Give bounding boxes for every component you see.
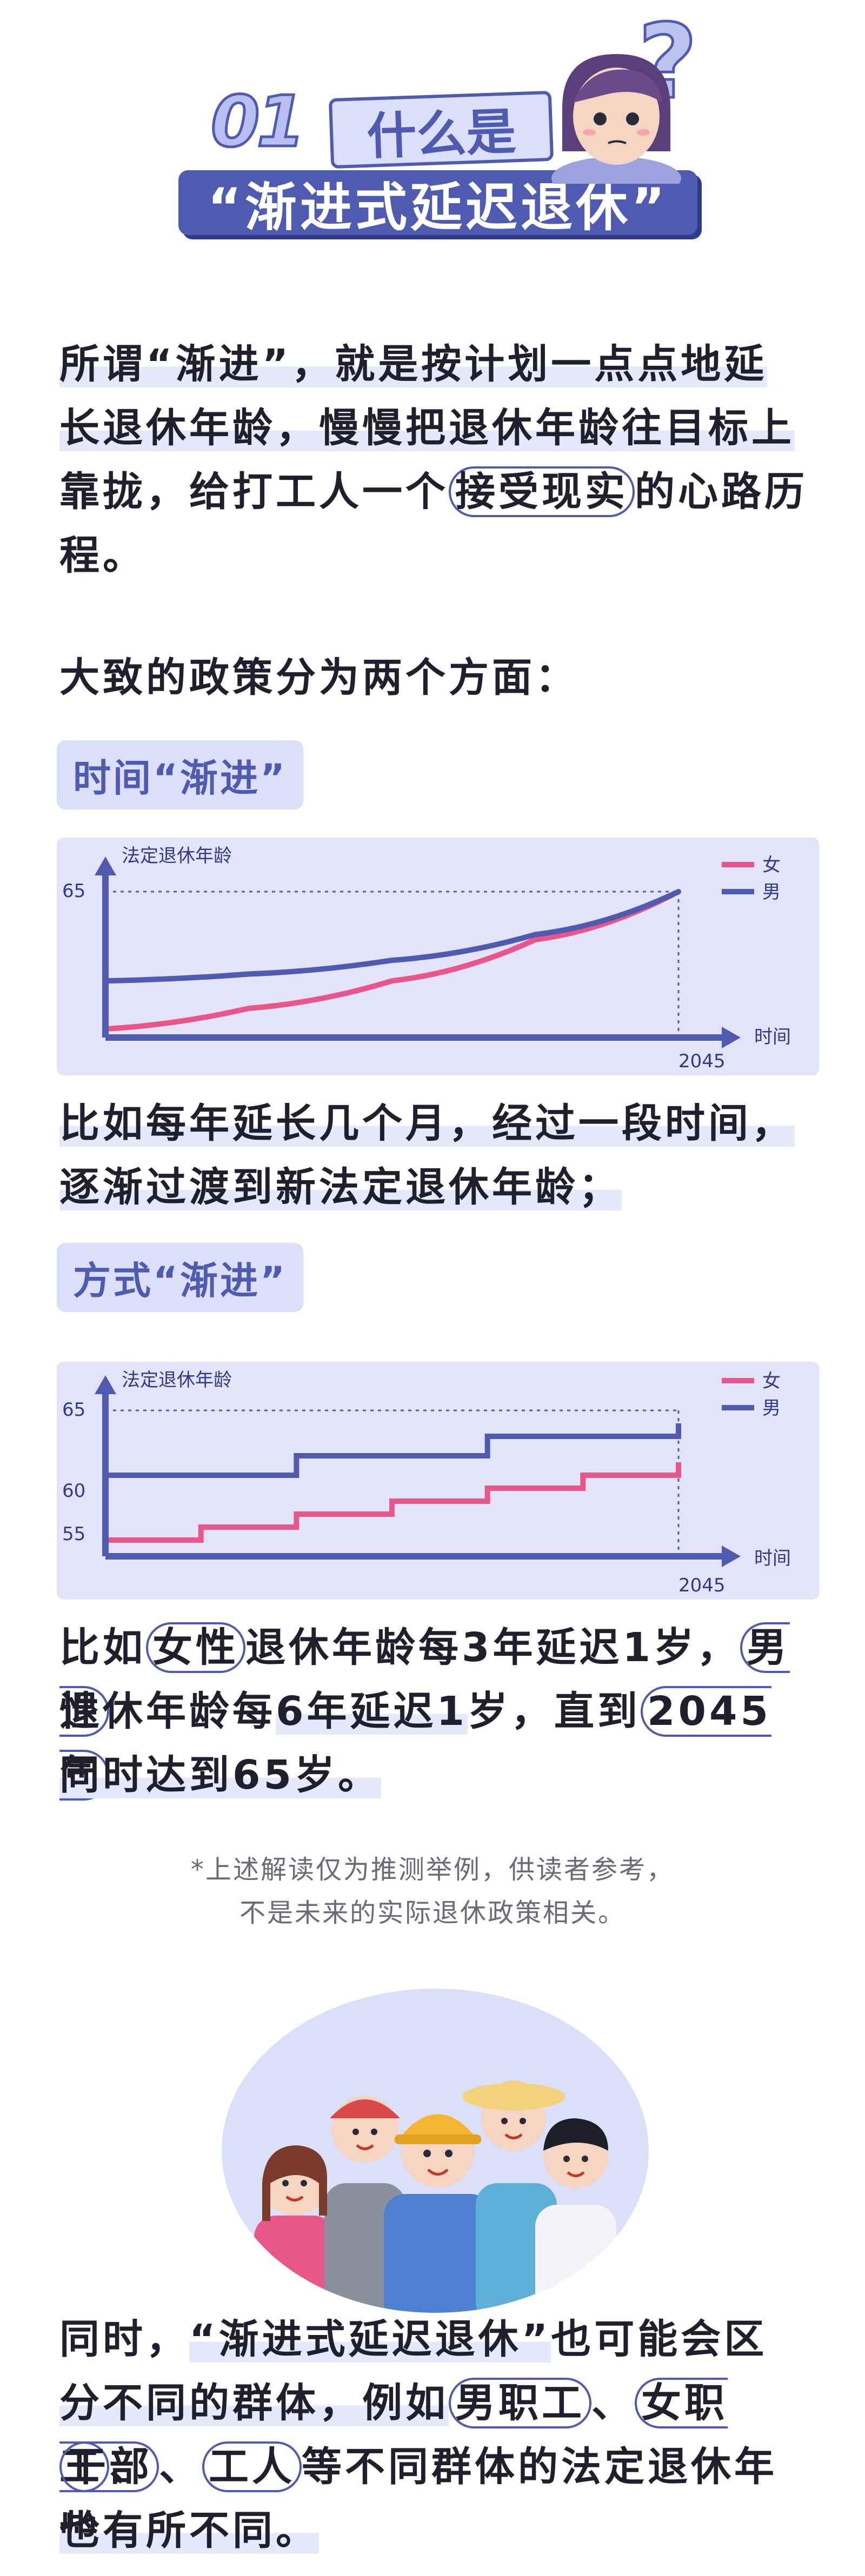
closing-1b: 也可能会区 [551, 2316, 768, 2363]
hl-gradual-delay: “渐进式延迟退休” [189, 2316, 551, 2363]
intro-text-4: 程。 [59, 532, 146, 579]
chart1-x-arrow [722, 1027, 741, 1048]
closing-3-sep: 、 [159, 2444, 202, 2490]
method-desc-2a: 退休年龄每 [59, 1688, 276, 1735]
intro-line-1: 所谓“渐进”，就是按计划一点点地延 [59, 332, 816, 396]
closing-2a: 分不同的群体，例如 [59, 2380, 449, 2426]
chart2-ytick-60: 60 [62, 1480, 85, 1502]
chart2-ytick-55: 55 [62, 1523, 85, 1545]
policy-intro: 大致的政策分为两个方面： [59, 654, 578, 701]
chart2-series-male [105, 1423, 681, 1478]
intro-text-2: 长退休年龄，慢慢把退休年龄往目标上 [59, 405, 795, 451]
legend2-female-label: 女 [762, 1370, 781, 1392]
method-desc-line-2: 退休年龄每6年延迟1岁，直到2045年 [59, 1680, 816, 1807]
chart-time-gradual: 法定退休年龄 65 2045 时间 女 男 [57, 838, 819, 1075]
time-desc-1: 比如每年延长几个月，经过一段时间， [59, 1100, 795, 1147]
circled-workers: 工人 [202, 2441, 302, 2492]
chart-time-svg: 法定退休年龄 65 2045 时间 女 男 [62, 845, 791, 1072]
closing-3b: 等不同群体的法定退休年龄 [59, 2444, 777, 2554]
chart2-y-arrow [95, 1375, 116, 1394]
closing-2-sep: 、 [591, 2380, 635, 2426]
circled-female-workers: 女职工 [59, 2378, 728, 2492]
tag-time-gradual: 时间“渐进” [57, 740, 304, 809]
time-desc-line-1: 比如每年延长几个月，经过一段时间， [59, 1092, 816, 1155]
hl-6-years: 6年延迟1 [276, 1688, 468, 1735]
chart2-xlabel: 时间 [754, 1548, 791, 1569]
intro-line-3: 靠拢，给打工人一个 接受现实 的心路历 [59, 460, 816, 524]
legend2-male-label: 男 [762, 1397, 781, 1419]
circled-cadres: 干部 [59, 2441, 159, 2492]
closing-2-end: 、 [109, 2444, 152, 2490]
closing-1a: 同时， [59, 2316, 189, 2363]
disclaimer-line-2: 不是未来的实际退休政策相关。 [239, 1898, 626, 1928]
intro-text-1: 所谓“渐进”，就是按计划一点点地延 [59, 341, 768, 387]
tag-method-gradual: 方式“渐进” [57, 1243, 304, 1312]
confused-person-icon [551, 54, 681, 184]
circled-male: 男性 [59, 1622, 790, 1737]
chart1-ylabel: 法定退休年龄 [122, 845, 232, 867]
legend-female-label: 女 [762, 854, 781, 876]
closing-line-3: 干部、工人等不同群体的法定退休年龄 [59, 2435, 816, 2562]
circled-male-workers: 男职工 [449, 2378, 591, 2428]
closing-4: 也有所不同。 [59, 2507, 319, 2554]
chart2-series-female [105, 1462, 681, 1543]
closing-line-1: 同时，“渐进式延迟退休”也可能会区 [59, 2307, 816, 2371]
closing-line-2: 分不同的群体，例如 男职工、女职工、 [59, 2371, 816, 2499]
intro-text-3: 靠拢，给打工人一个 [59, 469, 449, 515]
time-desc-2: 逐渐过渡到新法定退休年龄； [59, 1164, 622, 1210]
chart-method-svg: 法定退休年龄 65 60 55 2045 时间 女 男 [62, 1369, 791, 1596]
chart1-xlabel: 时间 [754, 1026, 791, 1048]
method-desc-1a: 比如 [59, 1624, 146, 1671]
method-desc-line-1: 比如 女性 退休年龄每3年延迟1岁， 男性 [59, 1616, 816, 1743]
workers-illustration [222, 1989, 649, 2313]
intro-line-2: 长退休年龄，慢慢把退休年龄往目标上 [59, 396, 816, 460]
chart2-ylabel: 法定退休年龄 [122, 1369, 232, 1391]
chart1-xtick: 2045 [678, 1051, 726, 1072]
chart-method-gradual: 法定退休年龄 65 60 55 2045 时间 女 男 [57, 1362, 819, 1600]
section-number: 01 [210, 81, 307, 163]
time-desc-line-2: 逐渐过渡到新法定退休年龄； [59, 1155, 816, 1219]
section-subtitle: 什么是 [328, 90, 554, 169]
intro-text-3-end: 的心路历 [635, 469, 808, 515]
legend-male-label: 男 [762, 881, 781, 903]
disclaimer-line-1: *上述解读仅为推测举例，供读者参考， [190, 1855, 674, 1885]
workers-group-icon [254, 2080, 616, 2313]
intro-line-4: 程。 [59, 524, 816, 587]
circled-accept-reality: 接受现实 [449, 466, 635, 517]
chart2-ytick-65: 65 [62, 1399, 85, 1421]
circled-female: 女性 [146, 1622, 245, 1673]
chart1-series-female [103, 889, 681, 1032]
chart2-x-arrow [722, 1545, 741, 1567]
chart1-series-male [103, 889, 681, 984]
method-desc-2b: 岁，直到 [467, 1688, 641, 1735]
method-desc-line-3: 同时达到65岁。 [59, 1743, 816, 1807]
method-desc-1b: 退休年龄每3年延迟1岁， [245, 1624, 740, 1671]
chart2-xtick: 2045 [678, 1575, 726, 1596]
method-desc-3: 同时达到65岁。 [59, 1752, 381, 1798]
chart1-y-arrow [95, 857, 116, 875]
chart1-ytick: 65 [62, 880, 85, 902]
closing-line-4: 也有所不同。 [59, 2499, 816, 2562]
